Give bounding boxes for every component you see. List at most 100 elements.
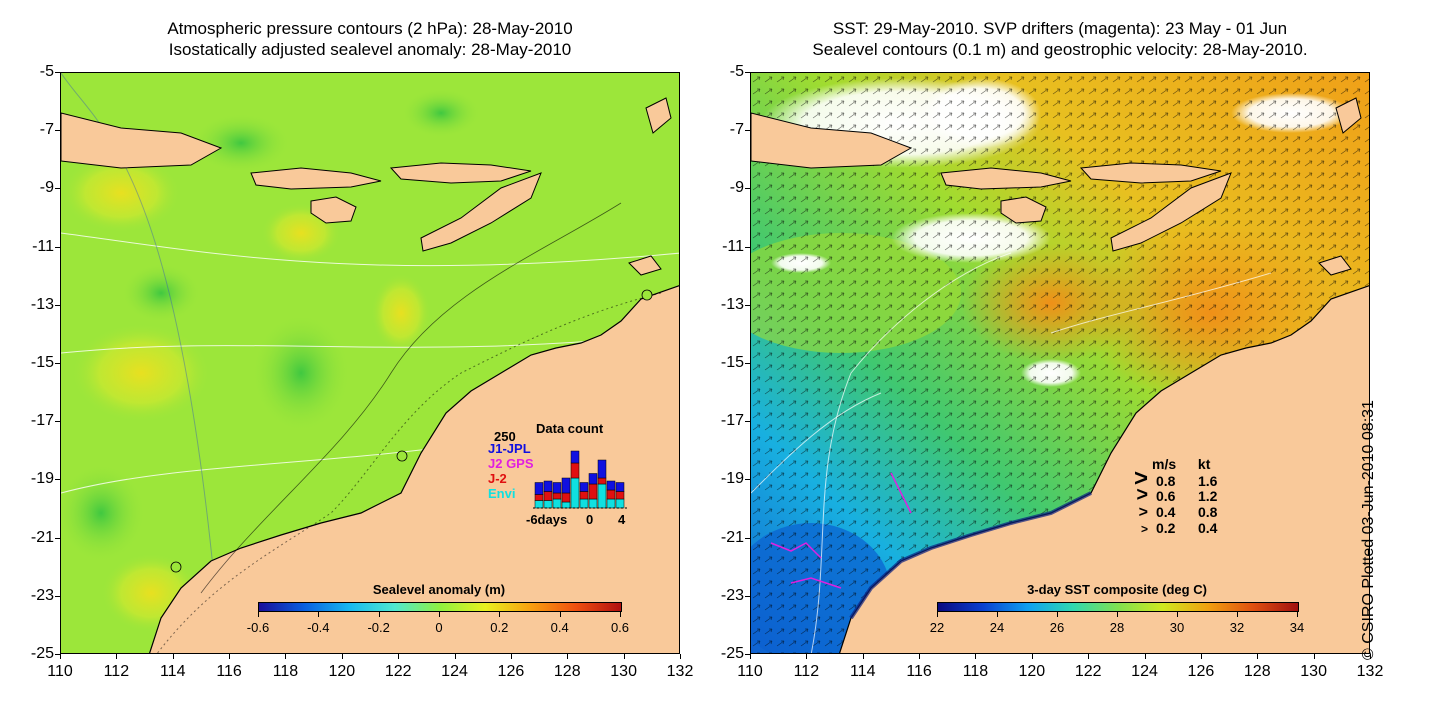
data-count-bar [615, 498, 625, 509]
colorbar-tick-label: 32 [1229, 620, 1245, 635]
right-lat-tick-mark [745, 537, 750, 539]
left-lat-tick-mark [55, 72, 60, 73]
velocity-arrow-icon: > [1133, 465, 1148, 492]
left-lat-tick-label: -15 [30, 354, 54, 371]
data-count-bar [561, 501, 571, 509]
left-lon-tick-mark [398, 654, 400, 659]
colorbar-tick-label: 30 [1169, 620, 1185, 635]
sst-colorbar-title: 3-day SST composite (deg C) [1027, 582, 1207, 597]
colorbar-tick-mark [439, 612, 440, 617]
right-lat-tick-mark [745, 130, 750, 132]
data-count-source-label: J2 GPS [488, 456, 534, 471]
left-lon-tick-mark [567, 654, 569, 659]
right-lat-tick-label: -7 [729, 121, 744, 139]
left-lon-tick-label: 120 [328, 663, 356, 680]
left-lon-tick-mark [510, 654, 512, 659]
australia-landmass [149, 285, 679, 653]
data-count-bar [543, 480, 553, 492]
right-lat-tick-label: -17 [720, 412, 744, 430]
data-count-bar [552, 498, 562, 509]
left-lon-tick-label: 112 [103, 663, 130, 680]
colorbar-tick-mark [937, 612, 938, 617]
right-lat-tick-mark [745, 72, 750, 73]
sst-map-svg [751, 73, 1369, 653]
colorbar-tick-label: 0.6 [610, 620, 630, 635]
sealevel-anomaly-map [60, 72, 680, 654]
velocity-legend-kt: 1.6 [1198, 473, 1218, 489]
right-lon-tick-mark [1031, 654, 1033, 659]
data-count-bar [570, 450, 580, 464]
data-count-max: 250 [494, 429, 516, 444]
colorbar-tick-mark [1057, 612, 1058, 617]
data-count-bar [579, 498, 589, 509]
right-lon-tick-label: 112 [793, 663, 820, 680]
left-lat-tick-mark [55, 188, 60, 190]
left-lat-tick-mark [55, 421, 60, 423]
colorbar-tick-mark [559, 612, 561, 617]
right-lat-tick-label: -15 [720, 354, 744, 371]
right-lon-tick-label: 120 [1018, 663, 1046, 680]
data-count-axis-label: -6days [526, 512, 568, 527]
right-lon-tick-label: 118 [962, 663, 989, 680]
velocity-arrow-icon: > [1136, 484, 1148, 506]
left-lon-tick-mark [116, 654, 118, 659]
left-lon-tick-label: 124 [441, 663, 468, 680]
colorbar-tick-label: 0.2 [490, 620, 509, 635]
right-lon-tick-mark [1088, 654, 1090, 659]
right-map-title: SST: 29-May-2010. SVP drifters (magenta)… [750, 18, 1370, 60]
right-lat-tick-mark [745, 246, 750, 248]
sealevel-colorbar [258, 602, 622, 612]
left-lat-tick-label: -11 [32, 237, 54, 255]
data-count-bar [597, 477, 607, 485]
left-lat-tick-label: -23 [30, 586, 54, 604]
data-count-bar [597, 459, 607, 479]
left-lon-tick-label: 118 [272, 663, 299, 680]
sst-map [750, 72, 1370, 654]
right-lon-tick-mark [806, 654, 808, 659]
right-lon-tick-label: 128 [1243, 663, 1271, 680]
velocity-legend-ms: 0.2 [1156, 520, 1176, 536]
left-lat-tick-mark [55, 537, 60, 539]
colorbar-tick-label: 26 [1049, 620, 1065, 635]
left-lon-tick-label: 114 [159, 663, 186, 680]
data-count-axis-label: 0 [586, 512, 594, 527]
data-count-bar [579, 491, 589, 500]
left-lat-tick-mark [55, 246, 60, 248]
left-lon-tick-label: 130 [610, 663, 637, 680]
right-lon-tick-mark [975, 654, 977, 659]
data-count-source-label: J-2 [488, 471, 507, 486]
data-count-title: Data count [536, 421, 604, 436]
velocity-legend-ms: 0.6 [1156, 488, 1176, 504]
left-lat-tick-label: -7 [39, 121, 54, 139]
data-count-bar [561, 492, 571, 503]
data-count-bar [579, 482, 589, 492]
data-count-chart [533, 450, 627, 509]
data-count-bar [561, 477, 571, 494]
data-count-bar [570, 462, 580, 479]
colorbar-tick-mark [258, 612, 259, 617]
colorbar-tick-mark [620, 612, 621, 617]
left-lon-tick-mark [341, 654, 343, 659]
data-count-bar [606, 498, 616, 509]
left-lon-tick-mark [60, 654, 61, 659]
colorbar-tick-label: 24 [989, 620, 1005, 635]
right-lon-tick-mark [1200, 654, 1202, 659]
velocity-legend-row: >0.4 0.8 [1126, 504, 1228, 521]
velocity-legend-kt-header: kt [1197, 456, 1211, 472]
colorbar-tick-mark [1177, 612, 1178, 617]
colorbar-tick-label: 28 [1109, 620, 1125, 635]
right-lon-tick-label: 116 [906, 663, 932, 680]
velocity-legend-ms: 0.4 [1156, 504, 1176, 520]
left-map-title: Atmospheric pressure contours (2 hPa): 2… [60, 18, 680, 60]
colorbar-tick-mark [997, 612, 998, 617]
right-lon-tick-mark [1144, 654, 1146, 659]
sealevel-map-svg [61, 73, 679, 653]
left-title-line2: Isostatically adjusted sealevel anomaly:… [168, 40, 572, 59]
right-lat-tick-label: -9 [729, 179, 744, 197]
right-lat-tick-mark [745, 479, 750, 481]
left-lat-tick-mark [55, 363, 60, 364]
data-count-bar [543, 491, 553, 501]
sst-colorbar [937, 602, 1299, 612]
velocity-legend-ms: 0.8 [1156, 473, 1176, 489]
left-lat-tick-label: -9 [39, 179, 54, 197]
